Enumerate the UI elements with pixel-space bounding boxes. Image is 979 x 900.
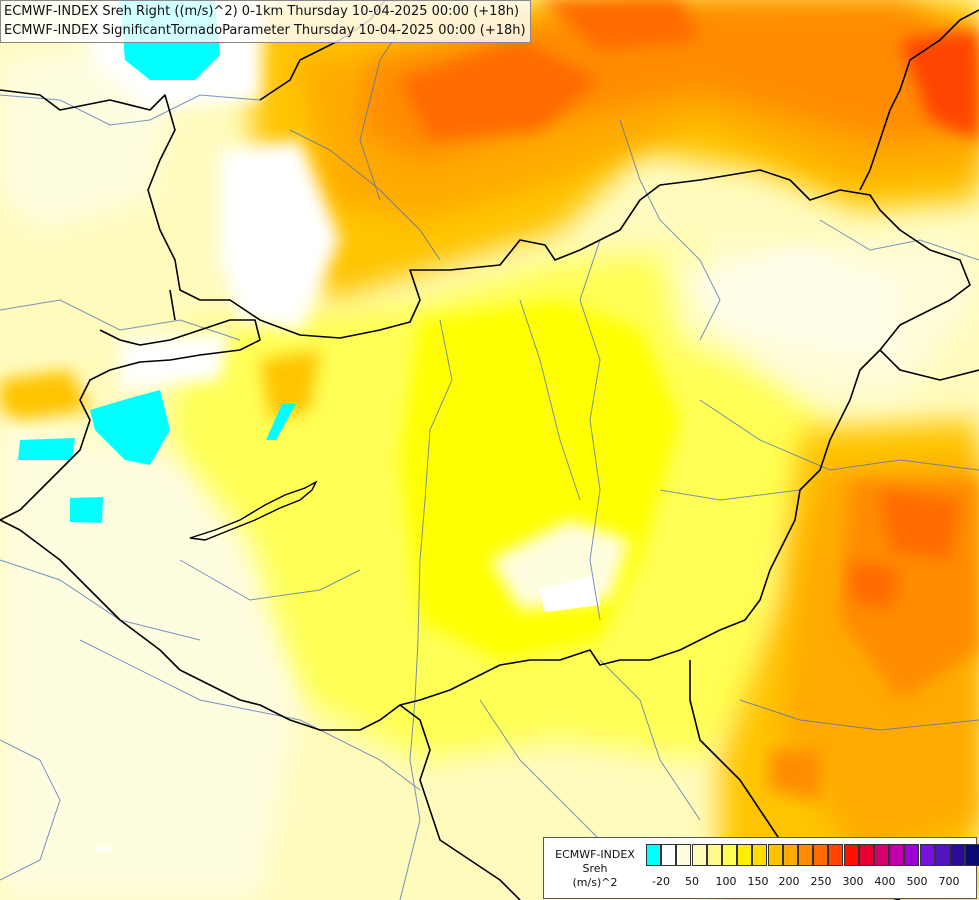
title-line-2: ECMWF-INDEX SignificantTornadoParameter … bbox=[4, 23, 526, 38]
legend-swatch bbox=[934, 844, 950, 866]
legend-swatch bbox=[950, 844, 965, 866]
color-legend: ECMWF-INDEX Sreh (m/s)^2 -20 50 100 150 200 2… bbox=[543, 837, 979, 899]
legend-swatch bbox=[706, 844, 722, 866]
legend-swatch bbox=[843, 844, 859, 866]
legend-swatch bbox=[858, 844, 874, 866]
legend-tick-label: 50 bbox=[685, 875, 699, 888]
map-title: ECMWF-INDEX Sreh Right ((m/s)^2) 0-1km T… bbox=[0, 0, 531, 43]
legend-tick-label: 250 bbox=[810, 875, 832, 888]
legend-tick-label: 500 bbox=[906, 875, 928, 888]
legend-tick-label: 300 bbox=[842, 875, 864, 888]
legend-swatch bbox=[904, 844, 920, 866]
legend-swatch bbox=[965, 844, 979, 866]
legend-swatch bbox=[737, 844, 753, 866]
title-line-1: ECMWF-INDEX Sreh Right ((m/s)^2) 0-1km T… bbox=[4, 4, 520, 19]
legend-swatch bbox=[767, 844, 783, 866]
legend-swatch bbox=[798, 844, 813, 866]
legend-unit-label: (m/s)^2 bbox=[572, 876, 618, 889]
legend-swatch bbox=[782, 844, 798, 866]
legend-swatch bbox=[828, 844, 844, 866]
legend-swatch bbox=[889, 844, 905, 866]
legend-swatch bbox=[752, 844, 768, 866]
legend-tick-label: 200 bbox=[778, 875, 800, 888]
legend-swatch bbox=[646, 844, 661, 866]
legend-parameter-label: Sreh bbox=[582, 862, 608, 875]
legend-swatch bbox=[691, 844, 707, 866]
legend-swatch bbox=[813, 844, 829, 866]
legend-swatch bbox=[919, 844, 935, 866]
legend-tick-label: 700 bbox=[938, 875, 960, 888]
legend-tick-label: 100 bbox=[715, 875, 737, 888]
legend-model-label: ECMWF-INDEX bbox=[555, 848, 635, 861]
lake-balaton bbox=[189, 480, 318, 541]
legend-tick-label: 400 bbox=[874, 875, 896, 888]
legend-swatch bbox=[722, 844, 737, 866]
legend-tick-label: 150 bbox=[747, 875, 769, 888]
legend-swatch bbox=[661, 844, 677, 866]
legend-tick-label: -20 bbox=[652, 875, 670, 888]
legend-swatch bbox=[874, 844, 889, 866]
legend-swatch bbox=[676, 844, 692, 866]
